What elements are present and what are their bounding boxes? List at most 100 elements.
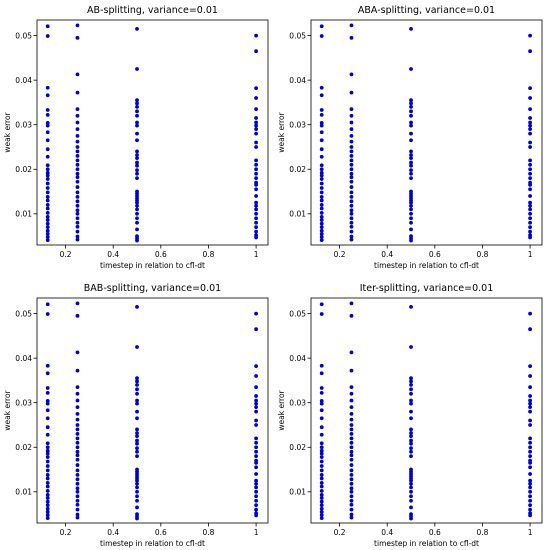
y-tick-label: 0.01 [15, 210, 32, 219]
data-point [409, 101, 413, 106]
data-point [349, 145, 354, 149]
data-point [528, 123, 532, 128]
data-point [75, 179, 80, 184]
data-point [528, 194, 532, 198]
data-point [254, 418, 258, 423]
data-point [135, 434, 139, 439]
data-point [135, 207, 139, 212]
data-point [528, 225, 532, 230]
data-point [75, 423, 80, 427]
data-point [135, 168, 139, 173]
data-point [75, 417, 80, 422]
data-point [319, 181, 324, 186]
x-axis-label: timestep in relation to cfl-dt [374, 261, 479, 270]
data-point [135, 131, 139, 136]
x-axis-label: timestep in relation to cfl-dt [100, 539, 205, 548]
data-point [319, 231, 324, 236]
data-point [75, 162, 80, 167]
data-point [45, 181, 50, 186]
data-point [135, 27, 139, 31]
data-point [45, 177, 50, 181]
data-point [349, 149, 354, 154]
data-point [409, 227, 413, 232]
data-point [135, 238, 139, 243]
data-point [349, 507, 354, 512]
data-point [319, 206, 324, 211]
data-point [254, 200, 258, 205]
data-point [409, 454, 413, 459]
data-point [135, 138, 139, 143]
data-point [75, 139, 80, 144]
data-point [409, 505, 413, 510]
data-point [349, 113, 354, 118]
data-point [409, 211, 413, 216]
data-point [254, 123, 258, 128]
data-point [319, 198, 324, 203]
data-point [135, 171, 139, 176]
data-point [135, 101, 139, 106]
data-point [75, 350, 80, 355]
data-point [75, 23, 80, 28]
data-point [528, 398, 532, 403]
data-point [45, 228, 50, 233]
plot-frame [310, 19, 543, 246]
y-tick-label: 0.04 [289, 76, 306, 85]
data-point [135, 104, 139, 109]
y-tick-label: 0.03 [289, 398, 306, 407]
data-point [528, 485, 532, 490]
data-point [254, 401, 258, 406]
data-point [254, 478, 258, 483]
data-point [349, 385, 354, 390]
data-point [254, 364, 258, 369]
data-point [254, 211, 258, 216]
data-point [75, 398, 80, 403]
data-point [45, 516, 50, 520]
data-point [45, 167, 50, 172]
data-point [254, 176, 258, 181]
data-point [528, 465, 532, 470]
data-point [319, 302, 324, 307]
subplot: ABA-splitting, variance=0.01 0.2 0.4 0.6 0.8… [277, 5, 543, 270]
data-point [135, 391, 139, 396]
data-point [45, 399, 50, 403]
data-point [409, 120, 413, 125]
data-point [45, 363, 50, 368]
data-point [135, 387, 139, 392]
data-point [349, 185, 354, 189]
y-axis-label: weak error [3, 111, 12, 152]
data-point [254, 107, 258, 112]
data-point [75, 507, 80, 512]
data-point [75, 208, 80, 213]
data-point [409, 485, 413, 490]
data-point [349, 90, 354, 95]
x-axis-label: timestep in relation to cfl-dt [100, 261, 205, 270]
data-point [528, 200, 532, 205]
data-point [45, 506, 50, 511]
data-point [319, 225, 324, 230]
data-point [254, 398, 258, 403]
data-point [528, 158, 532, 163]
data-point [254, 409, 258, 414]
data-point [319, 513, 324, 517]
data-point [254, 145, 258, 149]
x-axis-label: timestep in relation to cfl-dt [374, 539, 479, 548]
data-point [528, 385, 532, 390]
data-point [45, 123, 50, 128]
data-point [254, 194, 258, 198]
data-point [45, 215, 50, 219]
data-point [349, 477, 354, 482]
data-point [409, 168, 413, 173]
subplot-title: BAB-splitting, variance=0.01 [84, 283, 221, 294]
data-point [528, 449, 532, 454]
data-point [254, 485, 258, 490]
data-point [135, 478, 139, 483]
data-point [409, 345, 413, 349]
data-point [135, 409, 139, 414]
data-point [75, 216, 80, 221]
data-point [254, 49, 258, 54]
data-point [75, 512, 80, 517]
data-point [319, 441, 324, 446]
x-tick-label: 0.6 [155, 250, 167, 259]
data-point [349, 350, 354, 355]
y-tick-label: 0.02 [289, 443, 306, 452]
